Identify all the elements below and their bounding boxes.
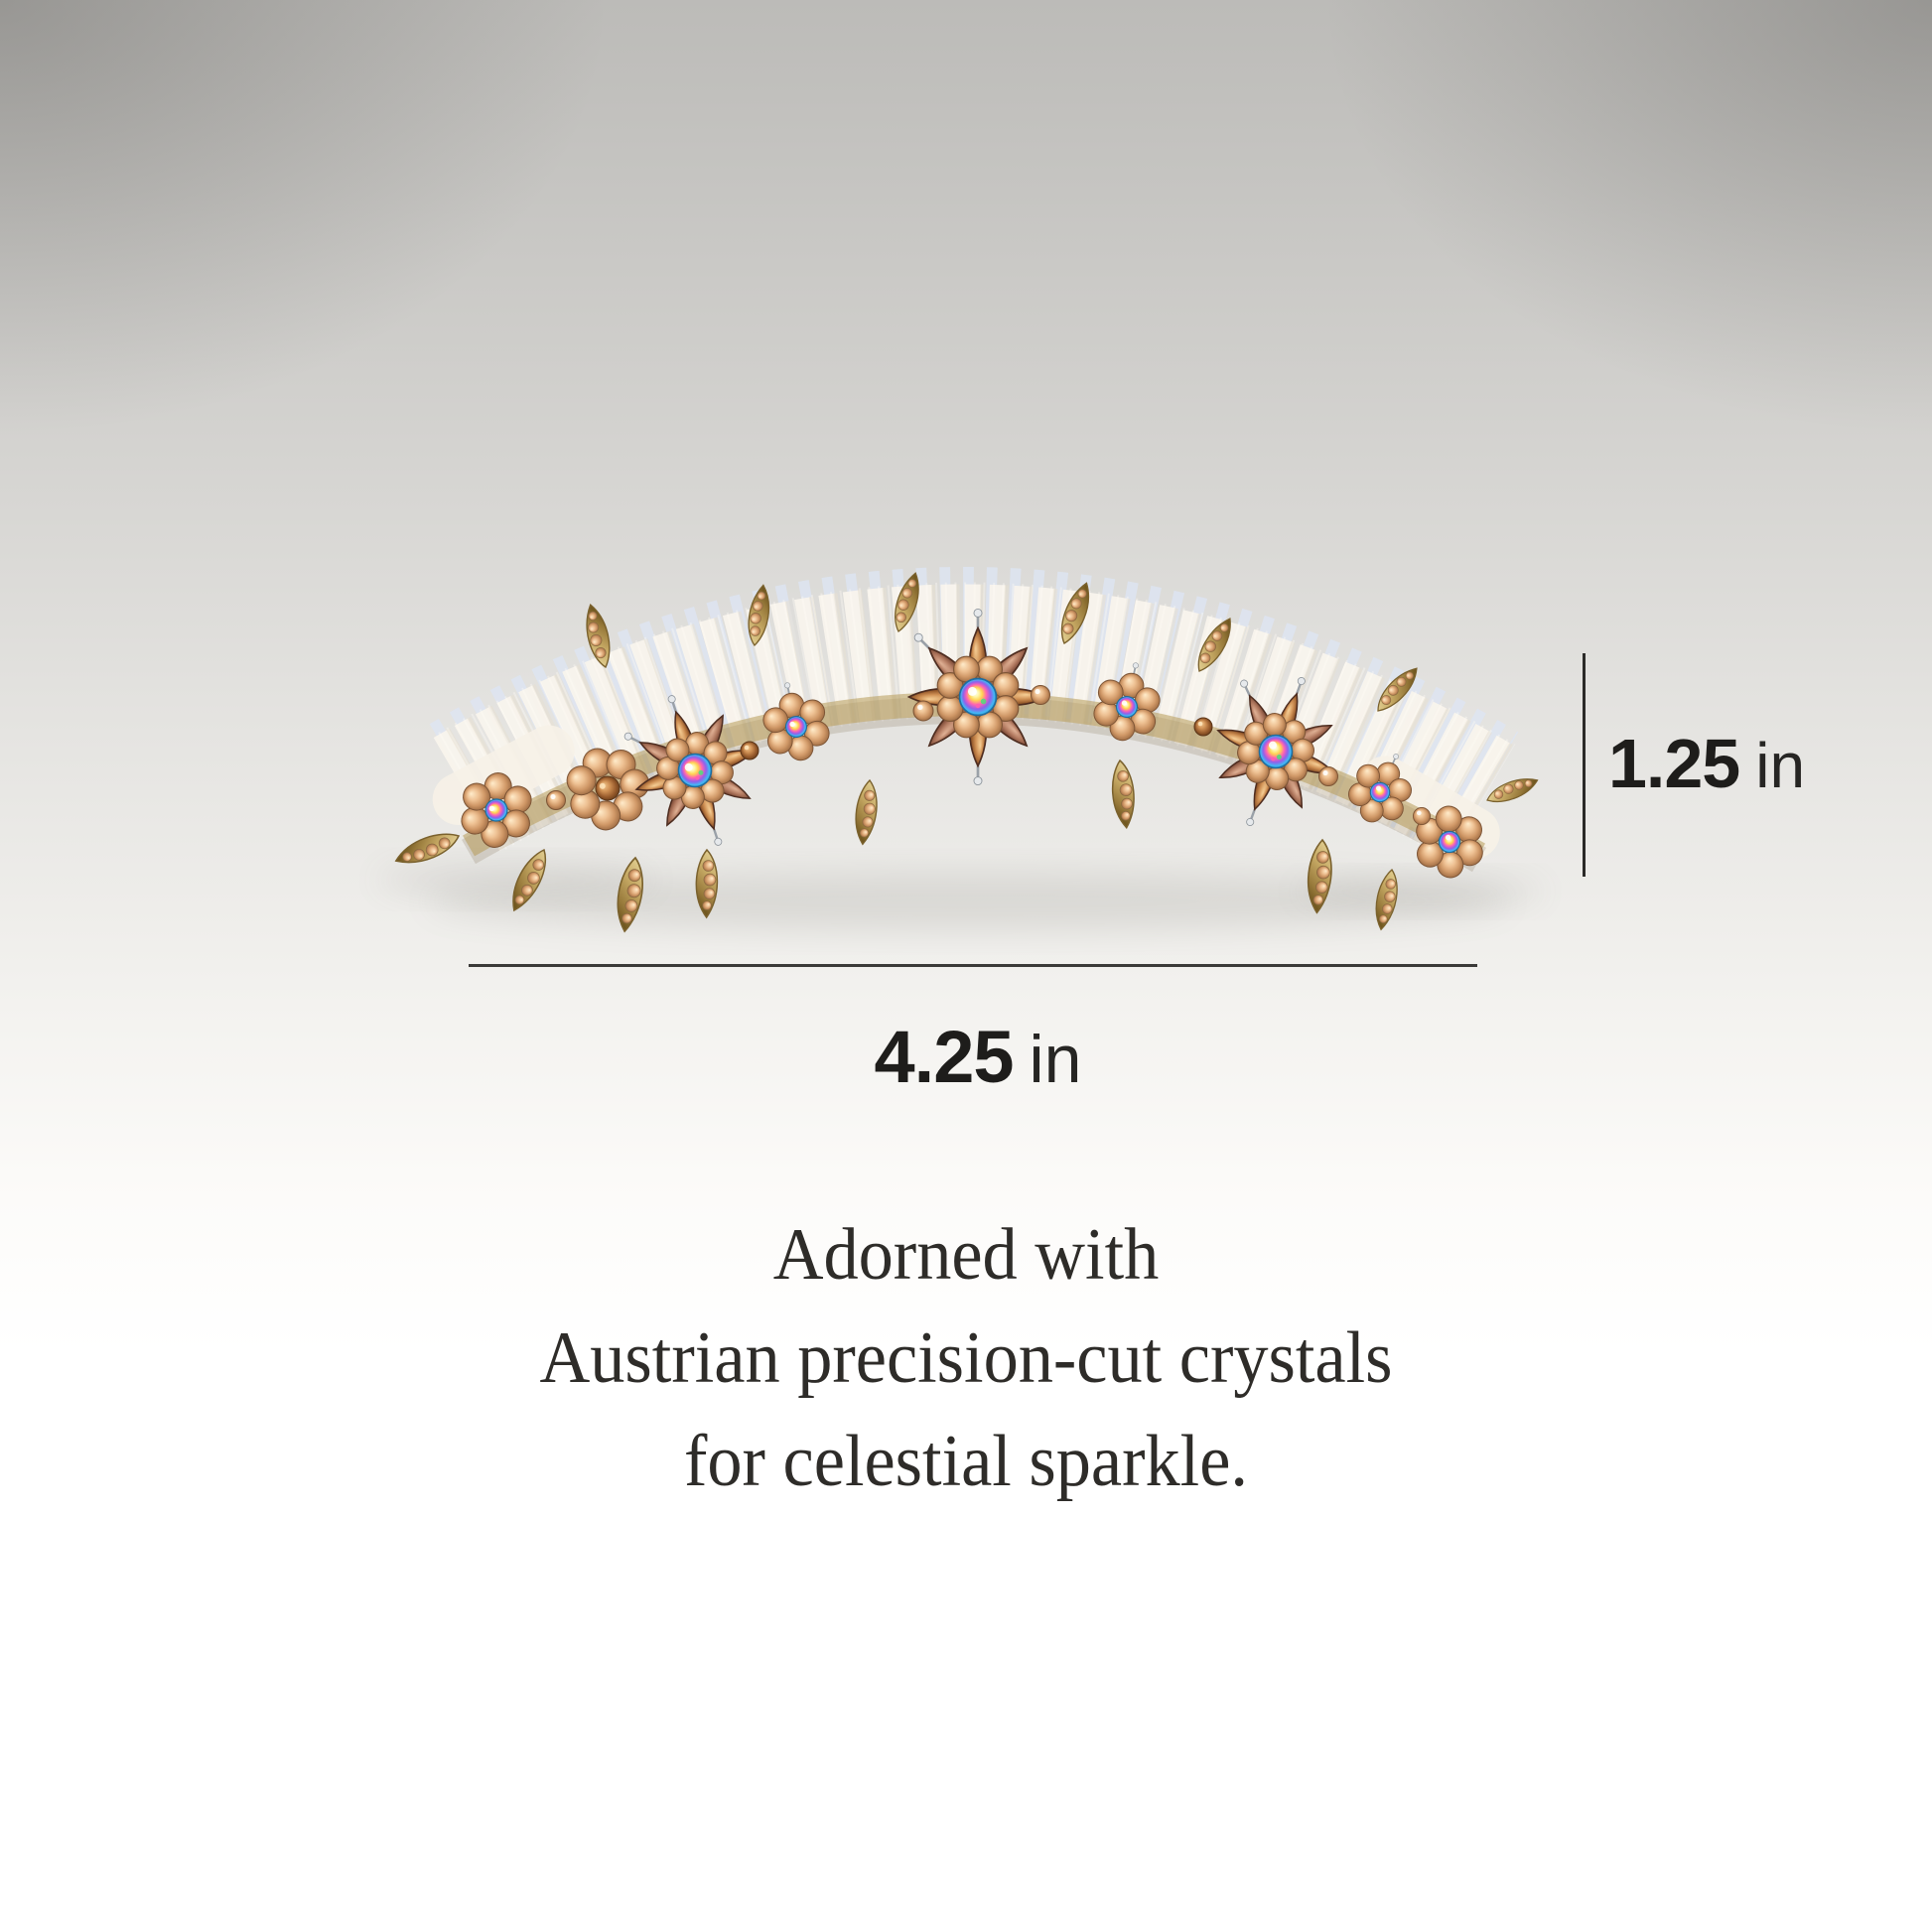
description-line: for celestial sparkle. <box>683 1421 1248 1502</box>
width-unit: in <box>1029 1022 1082 1097</box>
description-line: Adorned with <box>772 1214 1160 1296</box>
contact-shadow <box>377 862 1544 931</box>
width-dimension-line <box>469 964 1477 967</box>
height-dimension-label: 1.25 in <box>1608 727 1805 802</box>
height-unit: in <box>1755 730 1806 801</box>
height-value: 1.25 <box>1608 725 1740 802</box>
width-value: 4.25 <box>874 1016 1015 1098</box>
description-line: Austrian precision-cut crystals <box>539 1317 1393 1399</box>
width-dimension-label: 4.25 in <box>874 1016 1082 1098</box>
product-description: Adorned with Austrian precision-cut crys… <box>49 1203 1884 1513</box>
height-dimension-line <box>1583 653 1586 877</box>
